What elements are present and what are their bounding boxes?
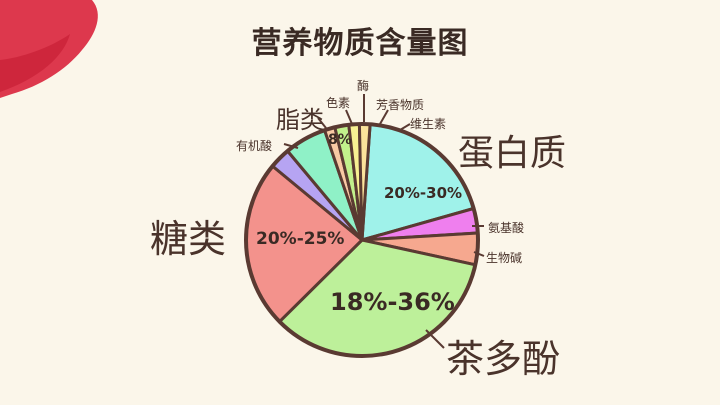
leader-aroma (379, 109, 389, 125)
leader-pigment (345, 109, 353, 125)
legend-label-aroma: 芳香物质 (376, 98, 425, 112)
legend-label-enzyme: 酶 (357, 79, 370, 93)
legend-label-lipid: 脂类 (276, 106, 324, 134)
legend-label-tea-polyphenol: 茶多酚 (446, 337, 561, 381)
data-label-tea-polyphenol: 18%-36% (330, 288, 455, 316)
data-label-protein: 20%-30% (384, 184, 463, 202)
leader-organic-acid (283, 143, 299, 149)
legend-label-amino-acid: 氨基酸 (488, 221, 525, 235)
leader-vitamin (399, 123, 411, 131)
legend-label-alkaloid: 生物碱 (486, 251, 523, 265)
data-label-lipid: 8% (328, 132, 352, 148)
legend-label-sugar: 糖类 (150, 217, 227, 261)
legend-label-vitamin: 维生素 (410, 117, 447, 131)
data-label-sugar: 20%-25% (256, 229, 345, 249)
leader-tea-polyphenol (425, 329, 445, 349)
legend-label-protein: 蛋白质 (458, 133, 567, 174)
chart-title: 营养物质含量图 (251, 26, 469, 61)
pie-outline (244, 122, 480, 358)
leader-lipid (317, 117, 327, 129)
leader-alkaloid (473, 251, 485, 257)
legend-label-organic-acid: 有机酸 (236, 139, 273, 153)
legend-label-pigment: 色素 (326, 96, 351, 110)
